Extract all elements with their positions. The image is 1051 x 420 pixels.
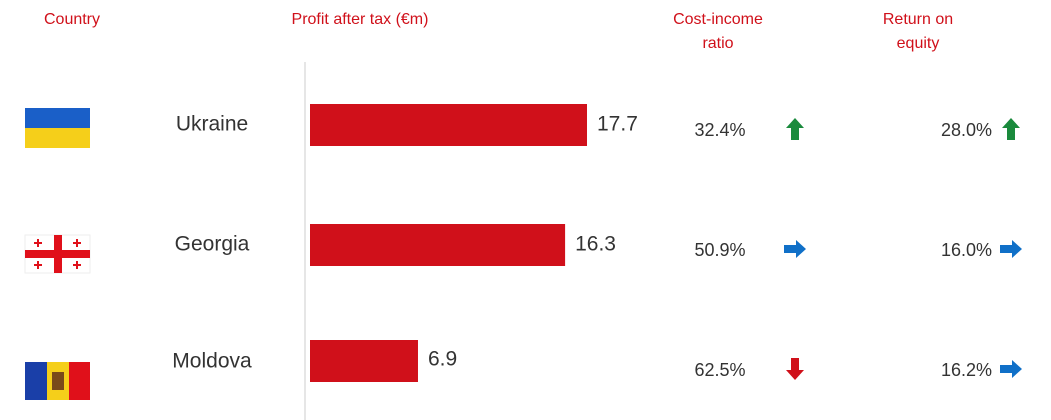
trend-arrow [784,240,806,258]
bar [310,224,566,266]
bar [310,104,588,146]
country-name: Ukraine [176,113,248,136]
trend-arrow [1000,240,1022,258]
trend-arrow [786,358,804,380]
header-roe: Return on [883,11,953,28]
bar-label: 17.7 [597,113,638,136]
roe: 28.0% [941,120,992,140]
trend-arrow [1002,118,1020,140]
cost-income: 32.4% [694,120,745,140]
cost-income: 50.9% [694,240,745,260]
bar-label: 16.3 [575,233,616,256]
trend-arrow [1000,360,1022,378]
header-roe: equity [897,35,940,52]
header-cost-income: ratio [702,35,733,52]
flag-ukraine [25,108,90,148]
bar [310,340,418,382]
header-country: Country [44,11,100,28]
roe: 16.0% [941,240,992,260]
bar-label: 6.9 [428,348,457,371]
roe: 16.2% [941,360,992,380]
country-name: Georgia [175,233,250,256]
cost-income: 62.5% [694,360,745,380]
header-profit: Profit after tax (€m) [292,11,429,28]
flag-georgia [24,234,91,274]
trend-arrow [786,118,804,140]
flag-moldova [25,362,90,400]
header-cost-income: Cost-income [673,11,763,28]
country-name: Moldova [172,350,252,373]
